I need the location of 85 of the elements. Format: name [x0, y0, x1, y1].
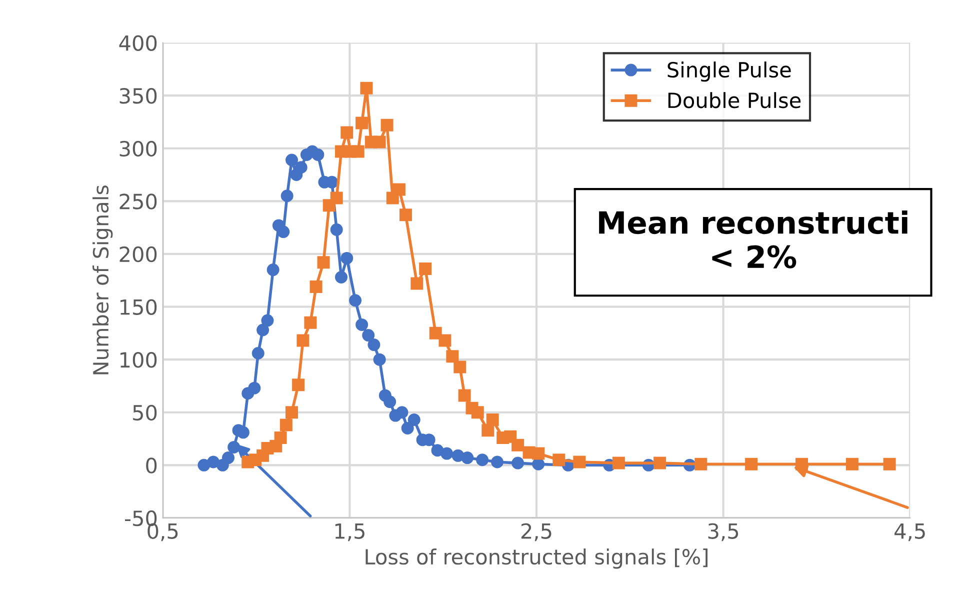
point: [438, 334, 452, 347]
y-tick-label: 150: [120, 299, 157, 315]
point: [532, 447, 545, 460]
point: [340, 126, 354, 139]
y-tick-label: 100: [120, 352, 157, 368]
y-axis-title: Number of Signals: [92, 185, 113, 374]
point: [352, 145, 364, 158]
point: [292, 378, 305, 392]
point: [335, 270, 348, 284]
point: [552, 454, 566, 466]
y-tick-label: 200: [120, 246, 157, 262]
point: [248, 382, 261, 394]
point: [846, 458, 858, 470]
point: [476, 454, 489, 466]
point: [304, 316, 317, 329]
point: [312, 148, 324, 161]
point: [261, 314, 274, 327]
point: [694, 458, 708, 470]
point: [396, 406, 408, 419]
point: [222, 452, 234, 464]
point: [360, 82, 373, 94]
point: [482, 424, 494, 437]
point: [356, 318, 368, 331]
point: [330, 223, 343, 236]
point: [310, 280, 322, 293]
point: [612, 456, 625, 470]
point: [408, 414, 420, 426]
point: [286, 406, 298, 419]
point: [296, 334, 310, 347]
y-tick-label: 50: [133, 404, 157, 421]
point: [266, 264, 280, 276]
point: [198, 458, 210, 472]
point: [330, 192, 343, 204]
legend-label: Single Pulse: [668, 62, 791, 82]
point: [512, 438, 524, 452]
point: [401, 422, 414, 434]
x-axis-title: Loss of reconstructed signals [%]: [366, 548, 708, 569]
point: [486, 414, 499, 426]
point: [340, 252, 354, 264]
point: [454, 360, 466, 374]
point: [654, 456, 666, 470]
y-tick-label: 350: [120, 88, 157, 104]
point: [471, 406, 484, 419]
point: [277, 226, 290, 238]
x-tick-label: 4,5: [894, 523, 925, 542]
annotation: Mean reconstructi < 2%: [599, 210, 908, 268]
point: [256, 324, 270, 336]
point: [440, 447, 454, 460]
point: [380, 118, 394, 132]
point: [356, 116, 368, 130]
point: [491, 456, 504, 468]
point: [392, 183, 406, 196]
x-tick-label: 1,5: [335, 523, 364, 542]
y-tick-label: 400: [119, 35, 157, 51]
y-tick-label: 300: [120, 140, 157, 157]
point: [883, 458, 896, 470]
point: [274, 431, 287, 444]
point: [410, 277, 424, 290]
point: [362, 329, 375, 342]
point: [280, 418, 292, 432]
point: [745, 458, 758, 470]
y-tick-label: 250: [120, 194, 157, 210]
point: [373, 136, 386, 148]
point: [280, 190, 294, 202]
point: [228, 440, 240, 454]
point: [373, 353, 386, 366]
point: [317, 256, 330, 269]
point: [294, 161, 308, 174]
point: [446, 350, 459, 363]
y-tick-label: 0: [146, 458, 157, 474]
point: [368, 338, 380, 352]
point: [384, 396, 396, 408]
legend-label: Double Pulse: [668, 92, 801, 108]
x-tick-label: 2,5: [521, 523, 552, 542]
point: [573, 456, 586, 468]
point: [349, 294, 362, 307]
point: [512, 456, 524, 470]
point: [399, 208, 412, 222]
point: [252, 346, 264, 360]
point: [286, 154, 298, 166]
point: [796, 458, 808, 470]
point: [461, 452, 474, 464]
point: [458, 389, 471, 402]
point: [419, 262, 432, 275]
x-tick-label: 3,5: [708, 523, 738, 542]
